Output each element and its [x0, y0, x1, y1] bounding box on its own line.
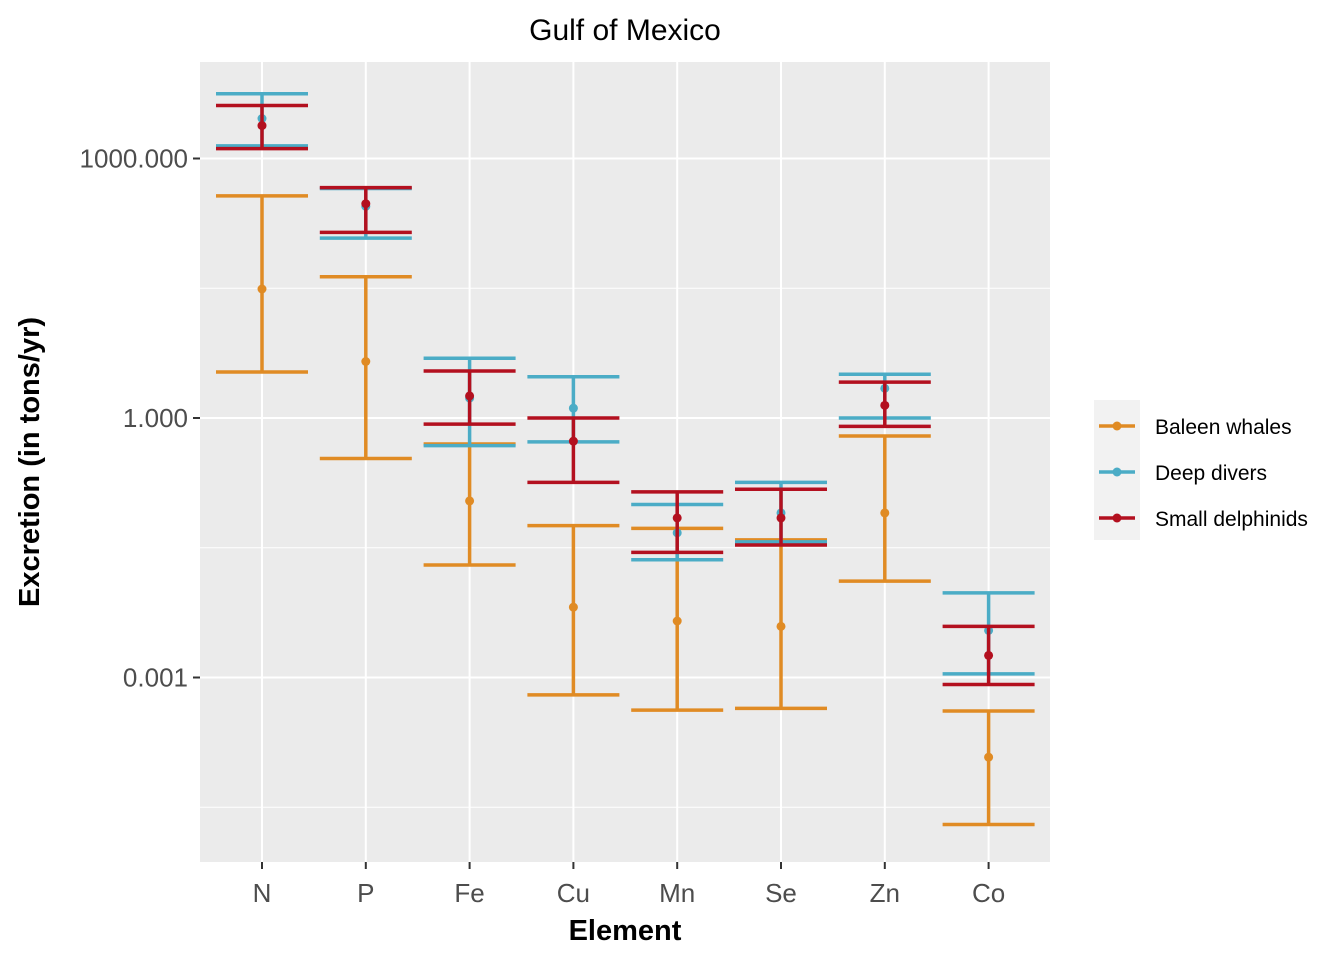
x-tick-label: Zn — [870, 878, 900, 908]
mean-point — [257, 121, 267, 131]
mean-point — [568, 436, 578, 446]
mean-point — [672, 513, 682, 523]
legend-key-point — [1112, 421, 1122, 431]
mean-point — [361, 356, 371, 366]
x-tick-label: N — [253, 878, 272, 908]
mean-point — [984, 650, 994, 660]
legend-label: Deep divers — [1155, 462, 1267, 485]
y-axis: 0.001 1.000 1000.000 — [80, 144, 200, 693]
mean-point — [880, 400, 890, 410]
legend-key-point — [1112, 513, 1122, 523]
mean-point — [568, 403, 578, 413]
x-axis: N P Fe Cu Mn Se Zn Co — [253, 862, 1005, 908]
series-layer — [216, 92, 1035, 827]
mean-point — [257, 284, 267, 294]
legend-label: Baleen whales — [1155, 416, 1292, 439]
mean-point — [465, 496, 475, 506]
mean-point — [776, 513, 786, 523]
x-tick-label: Fe — [454, 878, 484, 908]
legend-key-point — [1112, 467, 1122, 477]
legend-label: Small delphinids — [1155, 508, 1308, 531]
legend: Baleen whales Deep divers Small delphinids — [1094, 400, 1308, 540]
mean-point — [465, 391, 475, 401]
y-tick-label: 1.000 — [123, 403, 188, 433]
y-tick-label: 0.001 — [123, 663, 188, 693]
mean-point — [880, 508, 890, 518]
x-tick-label: P — [357, 878, 374, 908]
x-tick-label: Co — [972, 878, 1005, 908]
x-tick-label: Se — [765, 878, 797, 908]
y-axis-title: Excretion (in tons/yr) — [14, 317, 46, 607]
x-tick-label: Cu — [557, 878, 590, 908]
legend-item: Deep divers — [1099, 462, 1267, 485]
mean-point — [361, 199, 371, 209]
series — [216, 103, 1035, 687]
x-tick-label: Mn — [659, 878, 695, 908]
x-axis-title: Element — [569, 915, 682, 947]
mean-point — [984, 752, 994, 762]
plot-panel — [200, 62, 1050, 862]
mean-point — [776, 621, 786, 631]
y-tick-label: 1000.000 — [80, 144, 188, 174]
mean-point — [672, 616, 682, 626]
legend-item: Baleen whales — [1099, 416, 1292, 439]
chart-title: Gulf of Mexico — [529, 14, 721, 47]
grid-minor — [200, 287, 1050, 808]
mean-point — [568, 602, 578, 612]
legend-item: Small delphinids — [1099, 508, 1308, 531]
